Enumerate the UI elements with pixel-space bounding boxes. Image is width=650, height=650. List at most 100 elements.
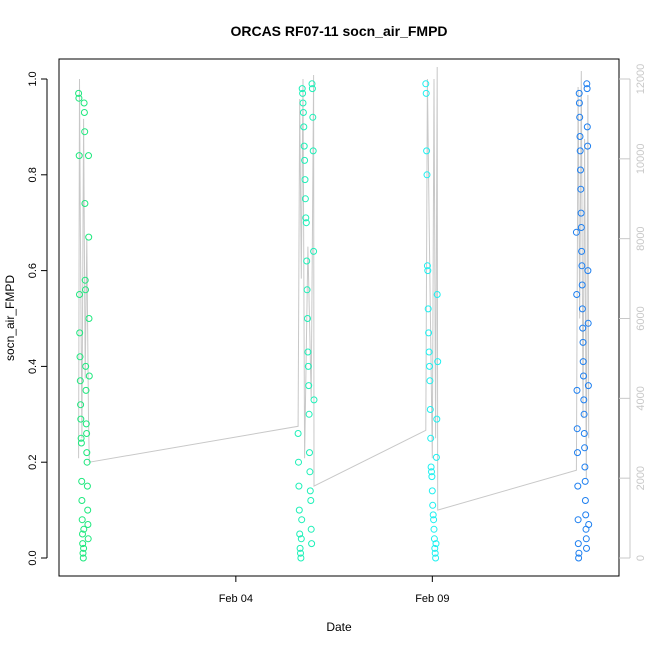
data-point: [424, 267, 432, 275]
x-axis: Feb 04 Feb 09: [219, 576, 449, 605]
data-point: [427, 463, 435, 471]
data-point: [573, 425, 581, 433]
data-point: [75, 152, 83, 160]
data-point: [307, 525, 315, 533]
data-point: [579, 324, 587, 332]
data-point: [428, 487, 436, 495]
data-point: [426, 406, 434, 413]
data-point: [583, 544, 590, 552]
data-point: [83, 430, 91, 437]
data-point: [305, 382, 313, 390]
data-point: [298, 85, 306, 93]
data-point: [575, 89, 583, 97]
y2-tick-label: 12000: [635, 64, 647, 95]
data-point: [296, 544, 304, 552]
data-point: [308, 80, 316, 88]
y-tick-label: 1.0: [27, 71, 39, 86]
data-point: [433, 415, 441, 423]
data-point: [428, 473, 436, 481]
data-point: [82, 286, 89, 294]
data-point: [578, 281, 586, 289]
data-point: [422, 80, 430, 88]
data-point: [84, 521, 92, 528]
y-axis-label: socn_air_FMPD: [3, 275, 17, 361]
data-point: [430, 535, 438, 543]
data-point: [581, 497, 589, 504]
data-point: [577, 185, 585, 193]
y-tick-label: 0.8: [27, 167, 39, 182]
data-point: [298, 516, 306, 524]
data-point: [83, 449, 91, 457]
data-point: [429, 511, 437, 519]
y-tick-label: 0.0: [27, 550, 39, 565]
data-point: [426, 362, 433, 370]
data-point: [584, 142, 592, 150]
data-point: [300, 142, 308, 150]
data-point: [78, 516, 86, 524]
data-point: [297, 535, 305, 543]
data-point: [309, 147, 317, 155]
y2-tick-label: 2000: [635, 466, 647, 490]
data-point: [583, 85, 591, 93]
data-point: [304, 362, 312, 370]
data-point: [427, 434, 435, 442]
data-point: [573, 291, 581, 298]
data-point: [576, 147, 584, 155]
data-point: [432, 554, 440, 562]
secondary-line-layer: [78, 66, 590, 511]
data-point: [83, 482, 91, 490]
data-point: [430, 516, 438, 524]
data-point: [580, 372, 587, 380]
data-point: [295, 482, 303, 490]
data-point: [304, 315, 311, 322]
data-point: [81, 128, 89, 136]
data-point: [307, 497, 315, 504]
data-point: [580, 410, 588, 418]
data-point: [423, 262, 431, 270]
data-point: [85, 372, 93, 380]
data-point: [294, 430, 302, 437]
data-point: [299, 109, 307, 116]
data-point: [77, 401, 85, 409]
data-point: [82, 420, 90, 428]
data-point: [429, 501, 437, 509]
data-point: [581, 477, 589, 485]
data-point: [306, 487, 314, 495]
data-point: [299, 99, 307, 107]
data-point: [578, 247, 586, 255]
data-point: [310, 247, 318, 255]
data-point: [577, 209, 585, 217]
data-point: [584, 267, 592, 275]
data-point: [434, 358, 442, 366]
data-point: [577, 224, 585, 231]
data-point: [578, 262, 586, 270]
y2-tick-label: 4000: [635, 386, 647, 410]
data-point: [306, 468, 314, 476]
x-tick-label: Feb 04: [219, 593, 253, 605]
data-point: [81, 276, 89, 284]
data-point: [581, 463, 589, 471]
data-point: [303, 286, 311, 294]
data-point: [301, 195, 309, 203]
data-point: [305, 410, 313, 418]
y2-tick-label: 8000: [635, 226, 647, 250]
x-tick-label: Feb 09: [415, 593, 449, 605]
data-point: [310, 396, 318, 404]
data-point: [75, 89, 83, 97]
data-point: [577, 166, 584, 174]
data-point: [306, 449, 313, 457]
data-point: [302, 219, 310, 227]
data-point: [576, 113, 584, 121]
data-point: [578, 305, 586, 313]
data-point: [76, 377, 84, 385]
data-point: [84, 506, 92, 514]
data-point: [432, 453, 440, 461]
data-point: [585, 521, 593, 528]
data-point: [575, 99, 583, 107]
data-point: [575, 554, 583, 562]
y-tick-label: 0.4: [27, 359, 39, 374]
data-point: [84, 535, 92, 543]
y2-tick-label: 6000: [635, 306, 647, 330]
data-point: [431, 544, 439, 552]
